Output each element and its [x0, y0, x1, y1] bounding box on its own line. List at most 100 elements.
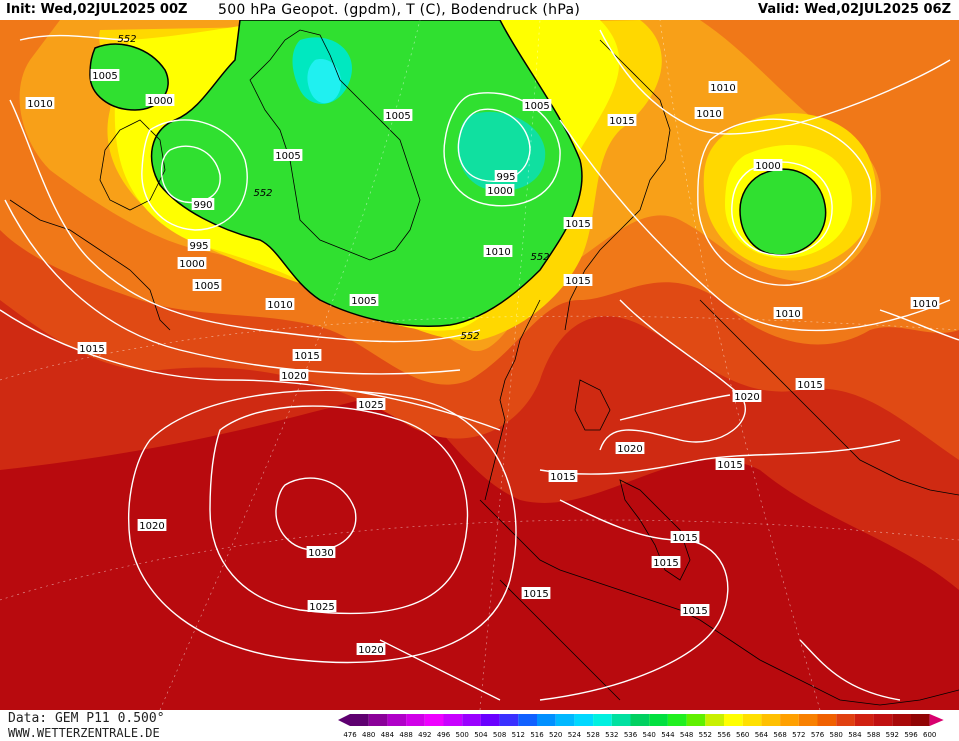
pressure-label: 1015	[292, 349, 322, 362]
scale-cell	[686, 714, 706, 726]
scale-cell	[911, 714, 930, 726]
pressure-label: 1020	[279, 369, 309, 382]
svg-text:1000: 1000	[147, 96, 172, 107]
svg-text:1015: 1015	[717, 460, 742, 471]
svg-text:1015: 1015	[797, 380, 822, 391]
website: WWW.WETTERZENTRALE.DE	[8, 726, 160, 740]
svg-text:1015: 1015	[523, 589, 548, 600]
scale-cell	[892, 714, 911, 726]
pressure-label: 990	[191, 198, 215, 211]
scale-cell	[649, 714, 668, 726]
pressure-label: 1015	[77, 342, 107, 355]
svg-text:1000: 1000	[755, 161, 780, 172]
pressure-label: 1015	[563, 217, 593, 230]
svg-text:1030: 1030	[308, 548, 333, 559]
svg-text:1005: 1005	[385, 111, 410, 122]
svg-text:1000: 1000	[487, 186, 512, 197]
scale-tick-label: 536	[624, 731, 638, 739]
scale-arrow-right	[929, 714, 944, 726]
data-source: Data: GEM P11 0.500°	[8, 711, 165, 726]
weather-map: 552 552 552 552 990 995 995 1000 1000 1000 1000 10…	[0, 20, 959, 710]
geopotential-552-contour	[150, 20, 583, 328]
pressure-label: 1005	[192, 279, 222, 292]
scale-cell	[350, 714, 369, 726]
init-time: Init: Wed,02JUL2025 00Z	[6, 2, 188, 17]
scale-tick-label: 528	[586, 731, 599, 739]
scale-cell	[499, 714, 519, 726]
scale-cell	[574, 714, 594, 726]
scale-cell	[780, 714, 799, 726]
scale-cell	[462, 714, 481, 726]
scale-tick-label: 560	[736, 731, 749, 739]
svg-text:1005: 1005	[275, 151, 300, 162]
pressure-label: 1005	[90, 69, 120, 82]
svg-text:1015: 1015	[565, 219, 590, 230]
svg-text:1015: 1015	[565, 276, 590, 287]
svg-text:1015: 1015	[79, 344, 104, 355]
scale-tick-label: 572	[792, 731, 805, 739]
scale-tick-label: 484	[381, 731, 395, 739]
pressure-label: 1020	[137, 519, 167, 532]
pressure-label: 1015	[680, 604, 710, 617]
svg-text:1010: 1010	[696, 109, 721, 120]
coastlines	[9, 29, 959, 706]
pressure-label: 1005	[349, 294, 379, 307]
svg-text:1025: 1025	[309, 602, 334, 613]
scale-cell	[555, 714, 575, 726]
scale-tick-label: 512	[512, 731, 525, 739]
pressure-label: 1010	[910, 297, 940, 310]
svg-text:1015: 1015	[682, 606, 707, 617]
scale-cell	[611, 714, 631, 726]
scale-cell	[761, 714, 781, 726]
pressure-label: 1000	[177, 257, 207, 270]
svg-text:1020: 1020	[281, 371, 306, 382]
scale-cell	[480, 714, 500, 726]
pressure-label: 1010	[694, 107, 724, 120]
color-scale: 476 480 484 488 492 496 500 504 508 512 516 520 524 5…	[338, 714, 944, 739]
graticule	[0, 20, 959, 710]
svg-text:1005: 1005	[194, 281, 219, 292]
pressure-labels: 990 995 995 1000 1000 1000 1000 1005 1005 1005 100…	[25, 69, 940, 656]
scale-tick-label: 496	[437, 731, 451, 739]
scale-cell	[630, 714, 650, 726]
pressure-label: 1005	[273, 149, 303, 162]
pressure-label: 995	[187, 239, 211, 252]
scale-tick-label: 548	[680, 731, 693, 739]
pressure-label: 1010	[25, 97, 55, 110]
scale-tick-label: 480	[362, 731, 375, 739]
scale-tick-label: 552	[699, 731, 712, 739]
scale-arrow-left	[338, 714, 350, 726]
map-title: 500 hPa Geopot. (gpdm), T (C), Bodendruc…	[218, 2, 581, 18]
pressure-label: 1015	[548, 470, 578, 483]
svg-text:995: 995	[189, 241, 208, 252]
svg-text:1020: 1020	[734, 392, 759, 403]
scale-tick-label: 500	[456, 731, 469, 739]
svg-text:1010: 1010	[267, 300, 292, 311]
svg-text:995: 995	[496, 172, 515, 183]
pressure-label: 1015	[795, 378, 825, 391]
svg-text:1005: 1005	[524, 101, 549, 112]
pressure-label: 1020	[732, 390, 762, 403]
svg-text:1010: 1010	[27, 99, 52, 110]
scale-tick-label: 520	[549, 731, 562, 739]
scale-tick-label: 556	[717, 731, 731, 739]
svg-text:1015: 1015	[672, 533, 697, 544]
pressure-label: 1010	[265, 298, 295, 311]
scale-tick-label: 516	[530, 731, 544, 739]
scale-cell	[742, 714, 762, 726]
pressure-label: 1025	[356, 398, 386, 411]
pressure-label: 1020	[615, 442, 645, 455]
scale-cell	[873, 714, 893, 726]
scale-tick-label: 576	[811, 731, 825, 739]
svg-text:1005: 1005	[92, 71, 117, 82]
svg-text:1015: 1015	[294, 351, 319, 362]
svg-text:1020: 1020	[139, 521, 164, 532]
scale-tick-label: 584	[848, 731, 862, 739]
pressure-label: 1015	[563, 274, 593, 287]
svg-text:1010: 1010	[485, 247, 510, 258]
pressure-label: 1015	[670, 531, 700, 544]
scale-cell	[724, 714, 743, 726]
scale-tick-label: 600	[923, 731, 936, 739]
scale-tick-label: 580	[830, 731, 843, 739]
scale-tick-label: 492	[418, 731, 431, 739]
